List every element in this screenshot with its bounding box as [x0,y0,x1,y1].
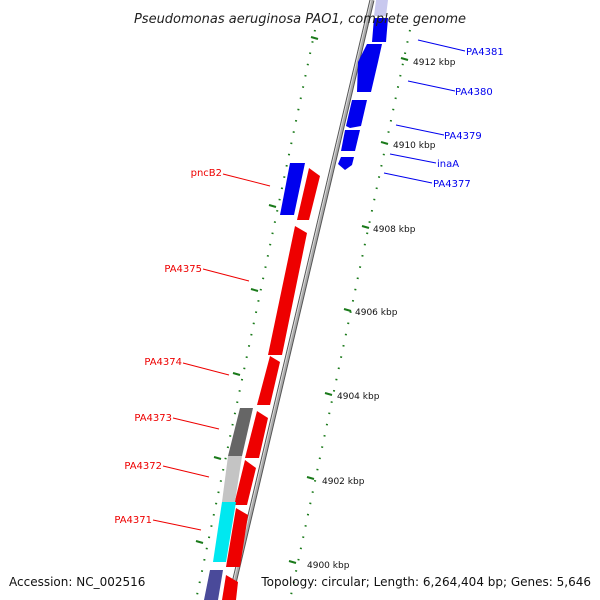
ruler-major-tick [288,560,297,564]
ruler-major-tick [232,372,241,376]
leader-line [202,268,250,282]
leader-line [172,417,220,430]
gene-feature-cyan[interactable] [213,502,236,562]
gene-feature-red[interactable] [245,411,268,458]
scale-label: 4904 kbp [337,392,380,402]
ruler-major-tick [310,36,319,40]
gene-feature-blue[interactable] [372,18,388,42]
scale-label: 4900 kbp [307,561,350,571]
gene-label-inaA[interactable]: inaA [437,159,459,170]
leader-line [162,465,210,478]
gene-feature-purple[interactable] [204,570,223,600]
gene-feature-red[interactable] [234,460,256,505]
ruler-major-tick [306,476,315,480]
gene-label-pncB2[interactable]: pncB2 [191,168,222,179]
gene-feature-lightgray[interactable] [222,456,242,502]
gene-label-PA4380[interactable]: PA4380 [455,87,493,98]
gene-label-PA4379[interactable]: PA4379 [444,131,482,142]
leader-line [152,519,202,531]
leader-line [395,124,445,136]
scale-label: 4908 kbp [373,225,416,235]
gene-feature-blue[interactable] [357,44,382,92]
topology-text: Topology: circular; Length: 6,264,404 bp… [260,575,591,589]
gene-feature-blue[interactable] [341,130,360,151]
gene-feature-red[interactable] [297,168,320,220]
gene-feature-blue[interactable] [338,157,354,170]
gene-feature-darkgray[interactable] [228,408,253,456]
gene-feature-red[interactable] [222,575,238,600]
gene-label-PA4377[interactable]: PA4377 [433,179,471,190]
gene-label-PA4373[interactable]: PA4373 [134,413,172,424]
leader-line [417,39,466,52]
gene-feature-red[interactable] [257,356,280,405]
genome-backbone [228,0,374,600]
leader-line [182,362,230,376]
ruler-major-tick [361,225,370,229]
scale-label: 4906 kbp [355,308,398,318]
accession-text: Accession: NC_002516 [9,575,145,589]
gene-label-PA4374[interactable]: PA4374 [144,357,182,368]
gene-feature-red[interactable] [226,508,248,567]
gene-pncB2-block[interactable] [280,163,305,215]
gene-label-PA4372[interactable]: PA4372 [124,461,162,472]
leader-line [222,173,271,187]
ruler-major-tick [400,57,409,61]
genome-title: Pseudomonas aeruginosa PAO1, complete ge… [134,12,466,27]
ruler-major-tick [268,204,277,208]
leader-line [407,80,456,92]
ruler-major-tick [343,308,352,312]
ruler-major-tick [195,540,204,544]
gene-label-PA4381[interactable]: PA4381 [466,47,504,58]
ruler-major-tick [250,288,259,292]
ruler-major-tick [324,392,333,396]
leader-line [383,172,433,184]
gene-feature-blue[interactable] [346,100,367,128]
gene-feature-red[interactable] [268,226,307,355]
gene-label-PA4375[interactable]: PA4375 [164,264,202,275]
gene-feature-lightblue [374,0,388,16]
genome-backbone-highlight [228,0,372,600]
scale-label: 4902 kbp [322,477,365,487]
scale-label: 4912 kbp [413,58,456,68]
gene-label-PA4371[interactable]: PA4371 [114,515,152,526]
ruler-major-tick [380,141,389,145]
leader-line [389,153,437,164]
scale-label: 4910 kbp [393,141,436,151]
ruler-major-tick [213,456,222,460]
